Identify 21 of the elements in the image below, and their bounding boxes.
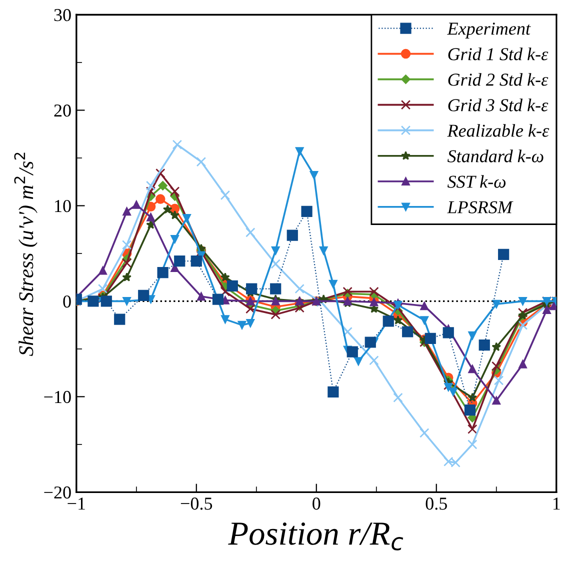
y-tick-label: 20 <box>54 104 71 117</box>
x-tick-label: 0.5 <box>426 498 447 510</box>
y-tick-label: 0 <box>63 295 71 308</box>
legend-label: Standard k-ω <box>447 150 544 162</box>
legend-label: Realizable k-ε <box>447 124 550 137</box>
y-tick-label: −10 <box>44 390 71 404</box>
x-tick-label: 0 <box>312 498 320 510</box>
legend-label: Grid 2 Std k-ε <box>448 73 548 86</box>
legend-label: Grid 3 Std k-ε <box>448 98 548 112</box>
y-tick-label: 10 <box>55 200 71 212</box>
x-tick-label: −1 <box>68 498 85 510</box>
x-tick-label: 1 <box>553 498 560 510</box>
legend-label: LPSRSM <box>447 201 514 214</box>
x-axis-title: Position r/R$_{c}$ <box>228 522 404 550</box>
x-tick-label: −0.5 <box>180 498 212 510</box>
legend-label: Grid 1 Std k-ε <box>448 48 548 60</box>
y-tick-label: 30 <box>54 9 71 22</box>
y-axis-title: Shear Stress (u'v') m$^{2}$/s$^{2}$ <box>14 152 38 356</box>
legend-label: Experiment <box>447 22 531 38</box>
legend-label: SST k-ω <box>447 175 506 188</box>
y-tick-label: −20 <box>44 486 71 499</box>
